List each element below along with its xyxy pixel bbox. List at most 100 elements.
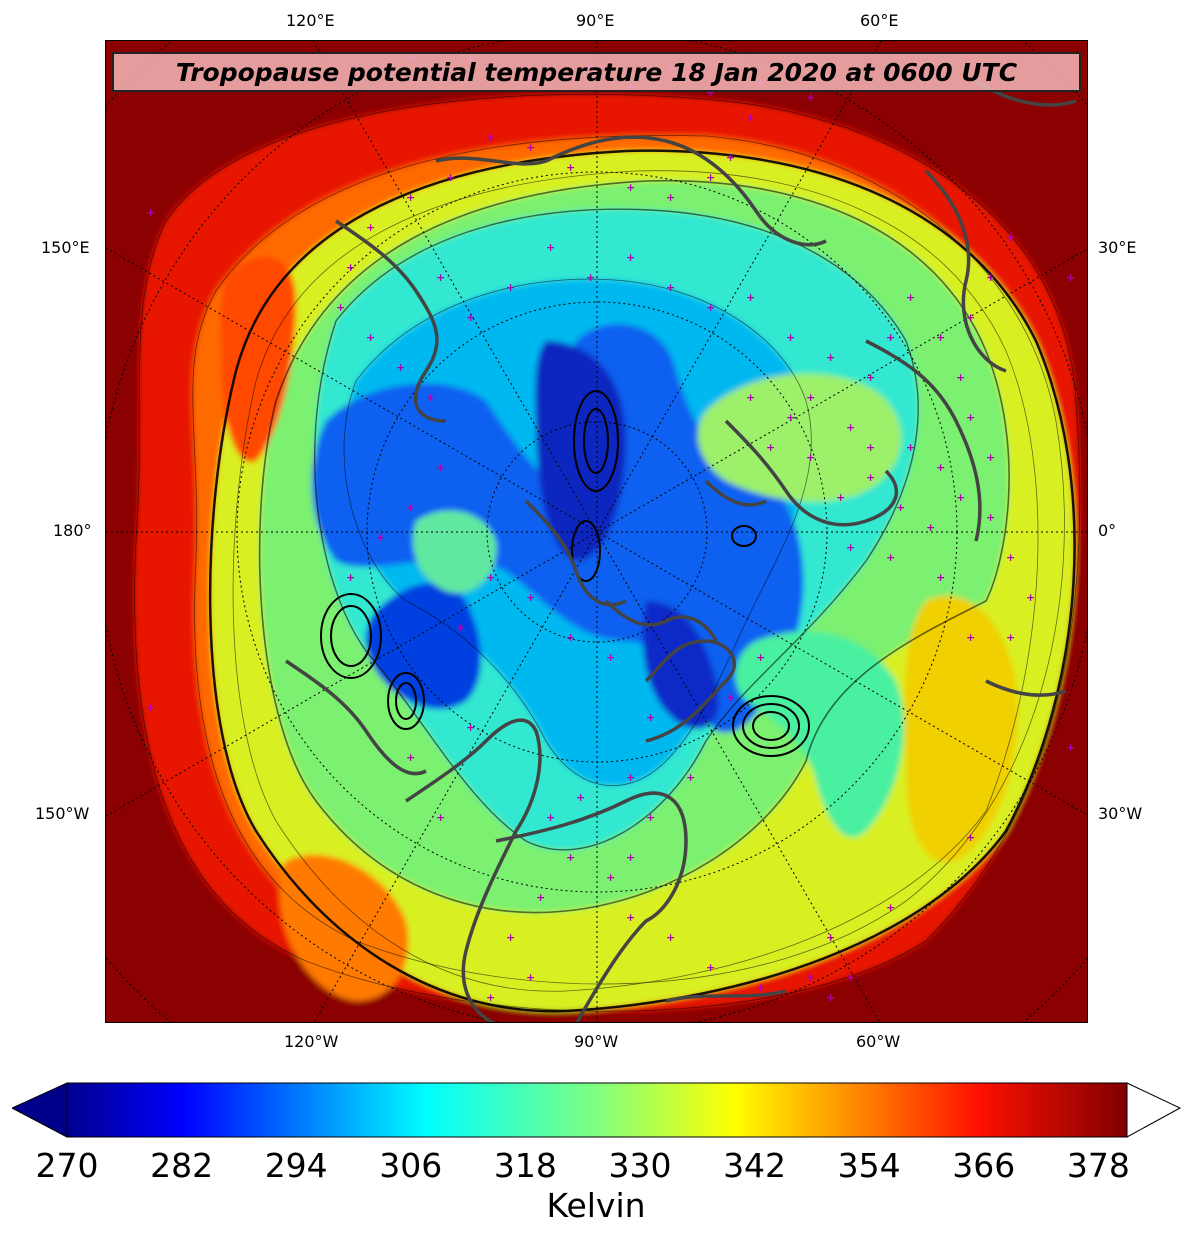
svg-text:+: + xyxy=(806,91,815,104)
svg-text:+: + xyxy=(536,891,545,904)
svg-text:+: + xyxy=(966,411,975,424)
blue-lobe-west xyxy=(365,582,481,710)
svg-text:+: + xyxy=(426,391,435,404)
svg-text:+: + xyxy=(806,971,815,984)
svg-text:+: + xyxy=(746,391,755,404)
svg-text:+: + xyxy=(966,311,975,324)
lon-label-top-3: 60°E xyxy=(860,11,899,30)
svg-text:+: + xyxy=(786,331,795,344)
svg-text:+: + xyxy=(456,621,465,634)
svg-text:+: + xyxy=(746,111,755,124)
svg-text:+: + xyxy=(1006,231,1015,244)
green-lobe-atlantic xyxy=(735,631,905,838)
svg-text:+: + xyxy=(376,531,385,544)
svg-text:+: + xyxy=(626,851,635,864)
svg-text:+: + xyxy=(826,351,835,364)
svg-text:+: + xyxy=(506,281,515,294)
svg-text:+: + xyxy=(346,261,355,274)
svg-text:+: + xyxy=(336,301,345,314)
lon-label-top-2: 90°E xyxy=(576,11,615,30)
svg-text:+: + xyxy=(826,931,835,944)
svg-text:+: + xyxy=(436,461,445,474)
colorbar xyxy=(12,1082,1182,1138)
potential-temperature-map: + +++ ++++ ++++ ++++ ++++ ++++ ++++ ++++ … xyxy=(106,41,1087,1022)
svg-text:+: + xyxy=(646,811,655,824)
svg-text:+: + xyxy=(706,301,715,314)
colorbar-tick-label: 306 xyxy=(379,1146,443,1185)
svg-text:+: + xyxy=(526,141,535,154)
colorbar-tick-label: 354 xyxy=(837,1146,901,1185)
svg-text:+: + xyxy=(606,651,615,664)
isentrope-contours xyxy=(134,93,1081,1013)
svg-text:+: + xyxy=(406,751,415,764)
svg-text:+: + xyxy=(846,421,855,434)
svg-text:+: + xyxy=(836,491,845,504)
svg-text:+: + xyxy=(506,931,515,944)
svg-text:+: + xyxy=(706,961,715,974)
colorbar-label: Kelvin xyxy=(546,1186,646,1225)
green-intrusion xyxy=(697,373,902,502)
svg-text:+: + xyxy=(706,171,715,184)
svg-text:+: + xyxy=(706,86,715,99)
svg-text:+: + xyxy=(826,991,835,1004)
orange-west-patch xyxy=(220,256,296,463)
svg-text:+: + xyxy=(866,471,875,484)
svg-text:+: + xyxy=(436,271,445,284)
svg-text:+: + xyxy=(446,171,455,184)
svg-text:+: + xyxy=(936,461,945,474)
colorbar-overflow-triangle xyxy=(1126,1082,1182,1138)
svg-text:+: + xyxy=(1006,631,1015,644)
svg-text:+: + xyxy=(1066,271,1075,284)
svg-text:+: + xyxy=(146,701,155,714)
colorbar-tick-label: 318 xyxy=(493,1146,557,1185)
svg-text:+: + xyxy=(956,491,965,504)
svg-text:+: + xyxy=(886,901,895,914)
map-title: Tropopause potential temperature 18 Jan … xyxy=(112,52,1081,92)
svg-text:+: + xyxy=(906,291,915,304)
svg-text:+: + xyxy=(966,631,975,644)
svg-text:+: + xyxy=(366,331,375,344)
graticule xyxy=(106,41,1087,1022)
lon-label-bottom-3: 60°W xyxy=(856,1032,901,1051)
svg-text:+: + xyxy=(666,191,675,204)
svg-text:+: + xyxy=(806,451,815,464)
coastlines xyxy=(285,79,1077,1022)
lon-label-left-1: 150°E xyxy=(41,238,90,257)
map-panel: + + + + + + + + + + + + + + + + + + + + + + + + + + + + + + + + … xyxy=(105,40,1088,1023)
svg-text:+: + xyxy=(626,181,635,194)
svg-text:+: + xyxy=(466,311,475,324)
lon-label-right-1: 30°E xyxy=(1098,238,1137,257)
svg-text:+: + xyxy=(546,811,555,824)
svg-text:+: + xyxy=(886,551,895,564)
svg-text:+: + xyxy=(486,131,495,144)
svg-text:+: + xyxy=(786,411,795,424)
svg-text:+: + xyxy=(366,221,375,234)
svg-text:+: + xyxy=(566,631,575,644)
svg-text:+: + xyxy=(746,291,755,304)
colorbar-gradient xyxy=(66,1082,1128,1138)
svg-text:+: + xyxy=(586,271,595,284)
svg-text:+: + xyxy=(686,771,695,784)
svg-text:+: + xyxy=(1066,741,1075,754)
svg-text:+: + xyxy=(666,281,675,294)
svg-text:+: + xyxy=(626,251,635,264)
svg-text:+: + xyxy=(866,371,875,384)
svg-text:+: + xyxy=(886,331,895,344)
svg-text:+: + xyxy=(626,911,635,924)
svg-text:+: + xyxy=(926,521,935,534)
lon-label-left-2: 180° xyxy=(53,521,92,540)
svg-text:+: + xyxy=(626,771,635,784)
svg-text:+: + xyxy=(406,501,415,514)
svg-text:+: + xyxy=(1026,591,1035,604)
svg-text:+: + xyxy=(566,161,575,174)
colorbar-tick-label: 366 xyxy=(952,1146,1016,1185)
svg-text:+: + xyxy=(726,691,735,704)
lon-label-right-2: 0° xyxy=(1098,521,1117,540)
lon-label-bottom-2: 90°W xyxy=(574,1032,619,1051)
svg-text:+: + xyxy=(526,971,535,984)
svg-text:+: + xyxy=(546,241,555,254)
svg-text:+: + xyxy=(966,831,975,844)
svg-text:+: + xyxy=(726,151,735,164)
svg-text:+: + xyxy=(956,371,965,384)
svg-text:+: + xyxy=(906,441,915,454)
